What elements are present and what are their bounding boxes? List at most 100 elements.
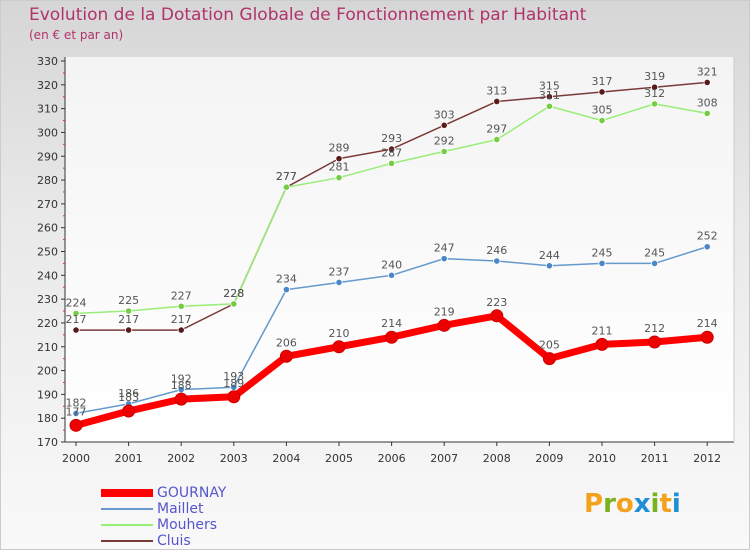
data-label: 247	[434, 242, 455, 255]
data-label: 182	[66, 396, 87, 409]
data-label: 211	[592, 324, 613, 337]
data-label: 217	[118, 313, 139, 326]
data-label: 240	[381, 258, 402, 271]
data-label: 244	[539, 249, 560, 262]
data-point	[125, 307, 133, 315]
logo-letter: r	[603, 489, 616, 519]
data-label: 228	[223, 287, 244, 300]
data-label: 321	[697, 65, 718, 78]
data-point	[177, 326, 185, 334]
data-label: 237	[329, 265, 350, 278]
y-tick-label: 320	[37, 79, 58, 92]
logo-letter: i	[650, 489, 660, 519]
legend-label: Maillet	[157, 501, 204, 517]
legend-label: Cluis	[157, 533, 191, 549]
data-label: 289	[329, 142, 350, 155]
data-point	[122, 404, 136, 418]
data-point	[545, 262, 554, 270]
data-point	[177, 302, 185, 310]
data-point	[72, 326, 80, 334]
y-tick-label: 200	[37, 365, 58, 378]
data-point	[440, 121, 448, 129]
data-label: 223	[486, 296, 507, 309]
data-point	[440, 255, 448, 263]
legend-label: Mouhers	[157, 517, 218, 533]
data-label: 205	[539, 339, 560, 352]
data-point	[335, 155, 343, 163]
y-tick-label: 310	[37, 103, 58, 116]
x-tick-label: 2006	[378, 452, 406, 465]
data-point	[650, 83, 659, 91]
x-tick-label: 2003	[220, 452, 248, 465]
logo-letter: o	[615, 489, 634, 519]
y-tick-label: 240	[37, 269, 58, 282]
data-label: 317	[592, 75, 613, 88]
plot-area	[65, 57, 734, 442]
data-point	[69, 418, 83, 432]
legend-swatch	[101, 508, 153, 510]
data-point	[493, 135, 501, 144]
data-point	[72, 409, 80, 418]
x-tick-label: 2011	[641, 452, 669, 465]
data-label: 192	[171, 373, 192, 386]
data-point	[335, 174, 343, 182]
y-tick-label: 230	[37, 293, 58, 306]
logo-letter: P	[584, 489, 604, 519]
data-label: 293	[381, 132, 402, 145]
data-label: 308	[697, 96, 718, 109]
y-tick-label: 300	[37, 126, 58, 139]
logo-letter: x	[633, 489, 651, 519]
data-label: 312	[644, 87, 665, 100]
data-label: 219	[434, 305, 455, 318]
chart-subtitle: (en € et par an)	[29, 28, 124, 42]
chart-title: Evolution de la Dotation Globale de Fonc…	[29, 5, 587, 25]
data-label: 225	[118, 294, 139, 307]
data-label: 227	[171, 289, 192, 302]
data-point	[650, 259, 659, 268]
data-label: 281	[329, 161, 350, 174]
x-tick-label: 2004	[272, 452, 300, 465]
data-point	[493, 257, 501, 265]
data-point	[703, 109, 711, 117]
data-point	[703, 243, 711, 251]
data-point	[648, 335, 662, 349]
x-tick-label: 2012	[693, 452, 721, 465]
y-tick-label: 270	[37, 198, 58, 211]
y-tick-label: 330	[37, 55, 58, 68]
data-label: 319	[644, 70, 665, 83]
data-point	[598, 88, 606, 96]
data-point	[230, 300, 238, 308]
legend-swatch	[101, 524, 153, 526]
data-label: 313	[486, 84, 507, 97]
x-tick-label: 2008	[483, 452, 511, 465]
data-label: 287	[381, 146, 402, 159]
data-point	[279, 349, 293, 363]
data-point	[282, 285, 290, 294]
data-point	[282, 183, 290, 191]
logo-letter: i	[671, 489, 681, 519]
y-tick-label: 260	[37, 222, 58, 235]
data-point	[542, 352, 556, 366]
y-tick-label: 190	[37, 388, 58, 401]
legend-swatch	[101, 540, 153, 542]
data-point	[174, 392, 188, 406]
legend-label: GOURNAY	[157, 485, 227, 501]
data-point	[598, 116, 606, 125]
proxiti-logo: Proxiti	[584, 489, 681, 519]
data-label: 315	[539, 80, 560, 93]
data-label: 292	[434, 134, 455, 147]
data-point	[335, 278, 343, 287]
data-point	[545, 93, 554, 101]
data-label: 214	[697, 317, 718, 330]
data-point	[545, 102, 554, 110]
data-label: 245	[592, 246, 613, 259]
y-tick-label: 290	[37, 150, 58, 163]
data-point	[125, 326, 133, 334]
data-label: 206	[276, 336, 297, 349]
data-point	[227, 390, 241, 404]
x-tick-label: 2007	[430, 452, 458, 465]
data-label: 224	[66, 296, 87, 309]
x-tick-label: 2000	[62, 452, 90, 465]
